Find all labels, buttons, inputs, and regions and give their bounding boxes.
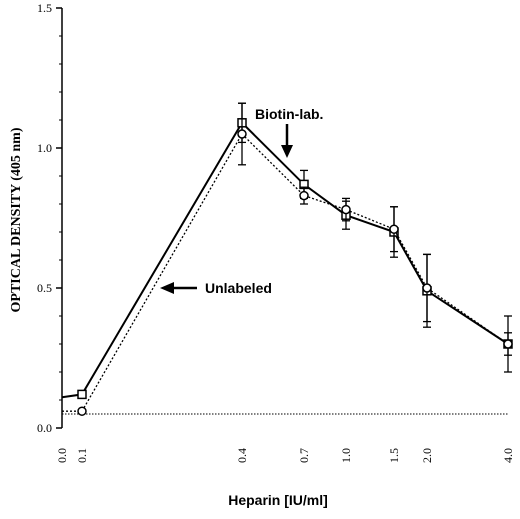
point-square: [77, 389, 87, 400]
y-tick-label: 1.5: [37, 1, 52, 15]
annotation-unlabeled-label: Unlabeled: [205, 280, 272, 296]
point-circle: [299, 190, 309, 201]
y-tick-label: 0.5: [37, 281, 52, 295]
x-tick-label: 0.4: [235, 448, 249, 463]
point-circle: [77, 406, 87, 416]
annotation-group: Biotin-lab. Unlabeled: [160, 106, 323, 296]
y-tick-label: 1.0: [37, 141, 52, 155]
x-tick-label: 1.0: [339, 448, 353, 463]
annotation-biotin-label: Biotin-lab.: [255, 106, 323, 122]
series-line-1: [62, 132, 509, 412]
point-circle: [341, 204, 351, 215]
y-tick-label: 0.0: [37, 421, 52, 435]
x-tick-label: 0.0: [55, 448, 69, 463]
x-tick-label: 0.7: [297, 448, 311, 463]
annotation-biotin-arrowhead: [281, 145, 293, 158]
annotation-unlabeled-arrowhead: [160, 282, 174, 294]
series-group: [61, 102, 513, 416]
x-tick-label: 2.0: [420, 448, 434, 463]
y-axis-label: OPTICAL DENSITY (405 nm): [9, 127, 24, 312]
point-circle: [237, 129, 247, 139]
x-tick-label: 1.5: [387, 448, 401, 463]
x-tick-label: 0.1: [75, 448, 89, 463]
point-circle: [503, 339, 513, 349]
point-circle: [422, 283, 432, 293]
series-line-0: [61, 121, 509, 399]
x-tick-label: 4.0: [501, 448, 515, 463]
x-axis-label: Heparin [IU/ml]: [228, 492, 328, 508]
point-circle: [389, 224, 399, 234]
tick-group: 0.0 0.5 1.0 1.5 0.0 0.1 0.4 0.7 1.0 1.5 2.0 4.0: [37, 1, 515, 463]
